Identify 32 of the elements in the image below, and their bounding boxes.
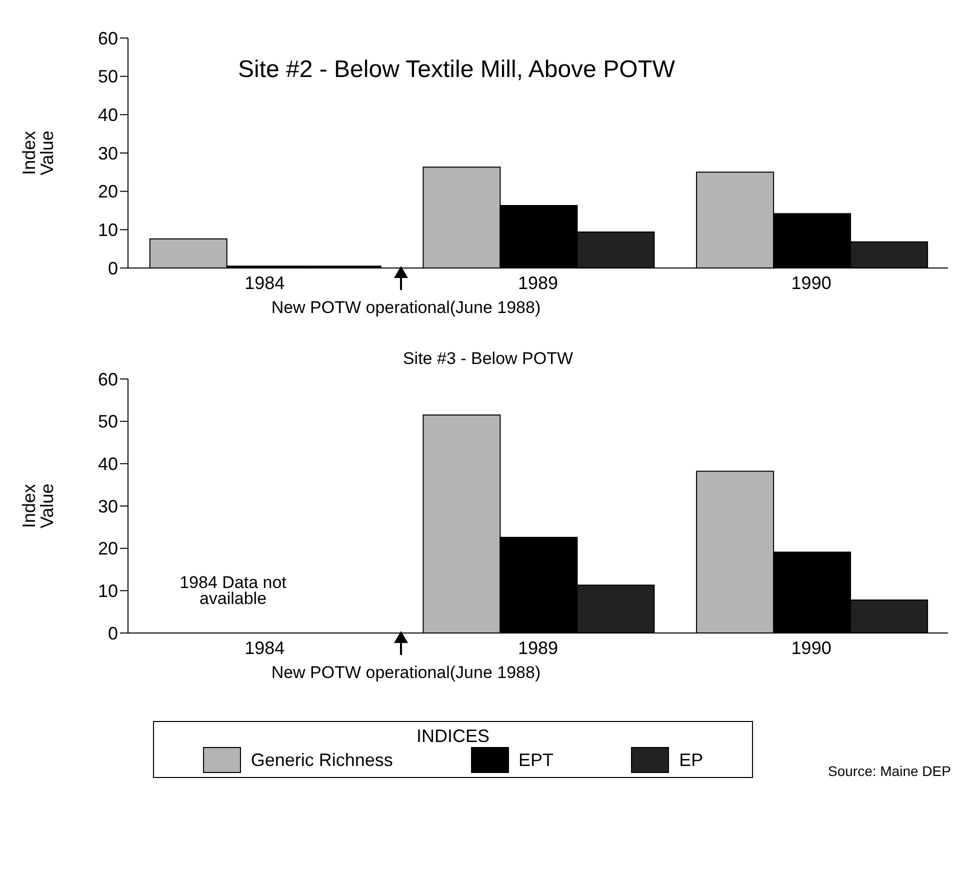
x-tick-label: 1990 [791, 272, 832, 293]
y-tick-label: 0 [108, 258, 118, 278]
source-note: Source: Maine DEP [828, 763, 951, 779]
y-tick-label: 50 [98, 66, 118, 87]
y-tick-label: 20 [98, 538, 118, 559]
y-tick-label: 60 [98, 369, 118, 390]
x-tick-label: 1990 [791, 638, 832, 658]
x-tick-label: 1989 [518, 272, 558, 293]
x-tick-label: 1989 [518, 638, 558, 658]
x-tick-label: 1984 [244, 272, 285, 293]
y-tick-label: 10 [98, 220, 118, 240]
chart-title: Site #3 - Below POTW [402, 349, 574, 369]
text: Site #2 - Below Textile Mill, Above POTW [238, 56, 676, 84]
y-tick-label: 10 [98, 581, 118, 602]
text: New POTW operational(June 1988) [271, 663, 541, 683]
text: New POTW operational(June 1988) [271, 298, 541, 318]
legend-label: EPT [518, 750, 554, 770]
y-tick-label: 20 [98, 182, 118, 202]
y-tick-label: 60 [98, 28, 118, 48]
y-tick-label: 40 [98, 454, 118, 474]
y-tick-label: 30 [98, 496, 118, 516]
legend-label: EP [679, 750, 704, 770]
y-tick-label: 50 [98, 412, 118, 432]
y-tick-label: 30 [98, 143, 118, 164]
y-axis-title: Index Value [19, 130, 57, 178]
y-axis-title: Index Value [19, 482, 57, 530]
x-tick-label: 1984 [244, 638, 285, 658]
y-tick-label: 40 [98, 105, 118, 126]
annotation: 1984 Data not available [178, 573, 288, 608]
y-tick-label: 0 [108, 623, 118, 644]
legend-label: Generic Richness [250, 750, 393, 770]
legend-title: INDICES [415, 726, 490, 747]
